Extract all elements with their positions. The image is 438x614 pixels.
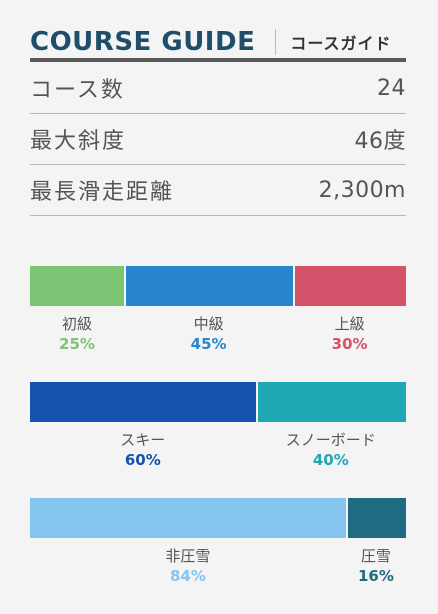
grooming-bar: [30, 498, 406, 538]
segment-name: 上級: [334, 315, 365, 333]
difficulty-label-0: 初級 25%: [59, 314, 95, 354]
difficulty-bar: [30, 266, 406, 306]
stat-row-max-slope: 最大斜度 46度: [30, 114, 406, 165]
grooming-label-0: 非圧雪 84%: [165, 546, 210, 586]
grooming-breakdown: 非圧雪 84% 圧雪 16%: [30, 498, 406, 598]
segment-name: 初級: [61, 315, 92, 333]
segment-name: 圧雪: [360, 547, 391, 565]
difficulty-segment-1: [124, 266, 294, 306]
title-divider: [275, 29, 277, 55]
segment-name: 非圧雪: [165, 547, 211, 565]
segment-name: スノーボード: [285, 431, 376, 449]
segment-percent: 84%: [169, 567, 206, 585]
stat-row-longest-run: 最長滑走距離 2,300m: [30, 165, 406, 216]
difficulty-label-2: 上級 30%: [332, 314, 368, 354]
difficulty-labels: 初級 25% 中級 45% 上級 30%: [30, 306, 406, 366]
stat-label: コース数: [30, 78, 125, 103]
segment-percent: 60%: [124, 451, 161, 469]
users-segment-0: [30, 382, 256, 422]
stat-label: 最長滑走距離: [30, 180, 175, 205]
stat-label: 最大斜度: [30, 129, 127, 154]
segment-percent: 40%: [312, 451, 349, 469]
difficulty-segment-0: [30, 266, 124, 306]
stats-list: コース数 24 最大斜度 46度 最長滑走距離 2,300m: [30, 63, 406, 216]
grooming-label-1: 圧雪 16%: [358, 546, 394, 586]
stat-value: 46度: [354, 129, 406, 154]
title-jp: コースガイド: [290, 34, 392, 53]
user-breakdown: スキー 60% スノーボード 40%: [30, 382, 406, 482]
users-label-0: スキー 60%: [120, 430, 165, 470]
segment-percent: 45%: [190, 335, 227, 353]
grooming-labels: 非圧雪 84% 圧雪 16%: [30, 538, 406, 598]
course-guide-header: COURSE GUIDE コースガイド: [30, 22, 406, 62]
segment-percent: 25%: [59, 335, 95, 353]
grooming-segment-1: [345, 498, 406, 538]
difficulty-label-1: 中級 45%: [191, 314, 227, 354]
stat-value: 2,300m: [318, 177, 406, 203]
segment-percent: 30%: [331, 335, 368, 353]
difficulty-breakdown: 初級 25% 中級 45% 上級 30%: [30, 266, 406, 366]
header-rule: [30, 58, 406, 62]
title-en: COURSE GUIDE: [30, 27, 256, 57]
users-label-1: スノーボード 40%: [286, 430, 376, 470]
difficulty-segment-2: [293, 266, 406, 306]
user-labels: スキー 60% スノーボード 40%: [30, 422, 406, 482]
stat-row-course-count: コース数 24: [30, 63, 406, 114]
segment-percent: 16%: [357, 567, 394, 585]
segment-name: 中級: [193, 315, 224, 333]
user-bar: [30, 382, 406, 422]
grooming-segment-0: [30, 498, 346, 538]
segment-name: スキー: [120, 431, 166, 449]
users-segment-1: [255, 382, 406, 422]
stat-value: 24: [377, 75, 406, 101]
